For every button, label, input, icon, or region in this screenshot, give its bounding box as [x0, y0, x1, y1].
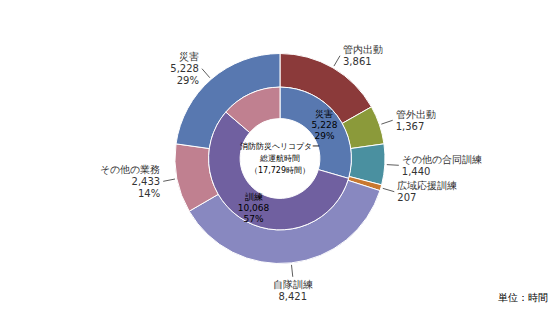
svg-text:災害5,22829%: 災害5,22829% — [312, 109, 338, 141]
html-text:消防防災ヘリコプター 総運航時間 （17,729時間）: 消防防災ヘリコプター 総運航時間 （17,729時間） — [240, 141, 320, 175]
svg-text:災害5,22829%: 災害5,22829% — [170, 51, 199, 86]
svg-text:広域応援訓練207: 広域応援訓練207 — [397, 180, 457, 203]
svg-text:その他の業務2,43314%: その他の業務2,43314% — [100, 164, 160, 199]
svg-text:管外出動1,367: 管外出動1,367 — [396, 109, 436, 132]
svg-text:自隊訓練8,421: 自隊訓練8,421 — [273, 279, 313, 302]
html-text:単位：時間: 単位：時間 — [498, 292, 548, 303]
svg-text:管内出動3,861: 管内出動3,861 — [343, 44, 383, 67]
svg-text:その他の合同訓練1,440: その他の合同訓練1,440 — [402, 154, 482, 177]
svg-text:訓練10,06857%: 訓練10,06857% — [238, 192, 270, 224]
